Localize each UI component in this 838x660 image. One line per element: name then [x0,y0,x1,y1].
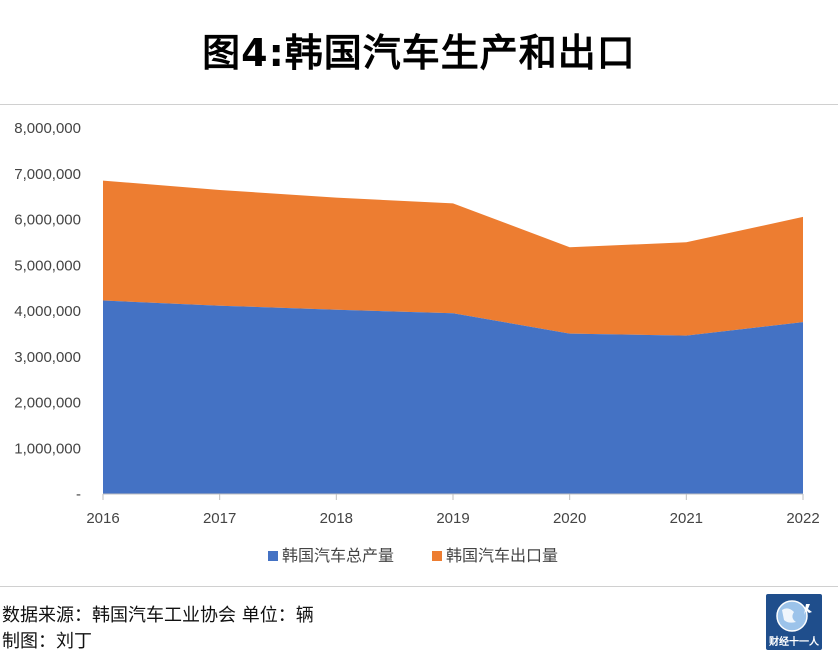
data-source-note: 数据来源：韩国汽车工业协会 单位：辆 [2,605,314,626]
legend-label: 韩国汽车总产量 [282,546,394,565]
x-tick-label: 2020 [553,510,586,527]
bottom-divider [0,586,838,587]
author-credit: 制图：刘丁 [2,631,92,652]
area-production [103,300,803,494]
logo-text: 财经十一人 [769,637,819,648]
y-tick-label: 6,000,000 [14,212,81,229]
legend-swatch [432,551,442,561]
y-tick-label: 8,000,000 [14,120,81,137]
y-axis: - 1,000,000 2,000,000 3,000,000 4,000,000 5,0… [14,120,81,503]
y-tick-label: 4,000,000 [14,303,81,320]
y-tick-label: - [76,486,81,503]
area-chart: - 1,000,000 2,000,000 3,000,000 4,000,000 5,0… [14,120,820,565]
x-axis: 2016 2017 2018 2019 2020 2021 2022 [86,493,820,527]
top-divider [0,104,838,105]
x-tick-label: 2022 [786,510,819,527]
legend-label: 韩国汽车出口量 [446,546,558,565]
x-tick-label: 2019 [436,510,469,527]
x-tick-label: 2021 [670,510,703,527]
y-tick-label: 7,000,000 [14,166,81,183]
area-layer [103,180,803,494]
legend: 韩国汽车总产量 韩国汽车出口量 [268,546,558,565]
legend-swatch [268,551,278,561]
x-tick-label: 2017 [203,510,236,527]
y-tick-label: 5,000,000 [14,257,81,274]
globe-runner-icon: 财经十一人 [766,594,822,650]
x-tick-label: 2016 [86,510,119,527]
y-tick-label: 1,000,000 [14,440,81,457]
x-tick-label: 2018 [320,510,353,527]
y-tick-label: 3,000,000 [14,349,81,366]
y-tick-label: 2,000,000 [14,395,81,412]
chart-title: 图4:韩国汽车生产和出口 [202,31,636,75]
area-export [103,180,803,336]
logo-graphic [776,600,812,632]
